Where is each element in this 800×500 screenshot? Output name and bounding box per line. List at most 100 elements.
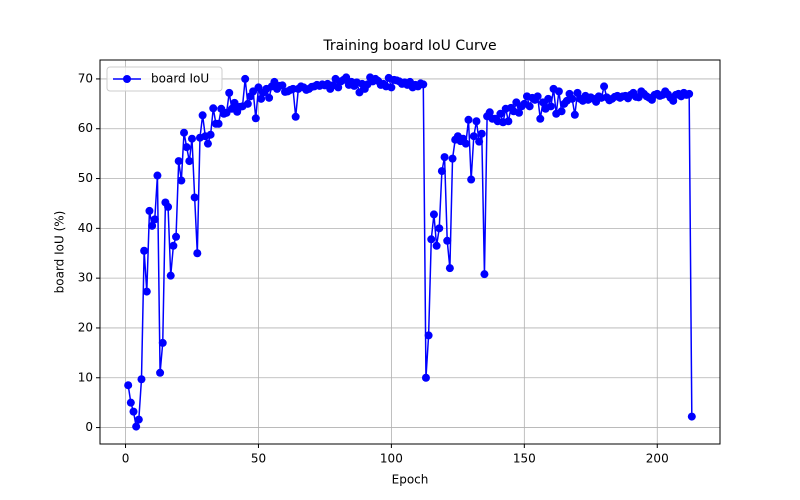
data-point xyxy=(477,129,486,138)
data-point xyxy=(148,221,157,230)
data-point xyxy=(174,157,183,166)
data-point xyxy=(464,115,473,124)
x-tick-label: 150 xyxy=(513,452,536,466)
y-tick-label: 30 xyxy=(78,271,93,285)
data-point xyxy=(193,249,202,258)
data-point xyxy=(291,112,300,121)
legend-label: board IoU xyxy=(151,72,209,86)
data-point xyxy=(387,83,396,92)
data-point xyxy=(448,154,457,163)
data-point xyxy=(475,137,484,146)
data-point xyxy=(669,96,678,105)
data-point xyxy=(214,119,223,128)
data-point xyxy=(342,73,351,82)
data-point xyxy=(496,109,505,118)
data-point xyxy=(134,415,143,424)
data-point xyxy=(132,422,141,431)
data-point xyxy=(177,176,186,185)
data-point xyxy=(164,202,173,211)
data-point xyxy=(150,215,159,224)
data-point xyxy=(536,114,545,123)
data-point xyxy=(485,108,494,117)
data-point xyxy=(568,94,577,103)
data-point xyxy=(187,134,196,143)
data-point xyxy=(432,241,441,250)
data-point xyxy=(142,287,151,296)
data-point xyxy=(515,108,524,117)
data-point xyxy=(687,412,696,421)
data-point xyxy=(243,99,252,108)
data-point xyxy=(156,368,165,377)
data-point xyxy=(685,89,694,98)
data-point xyxy=(533,92,542,101)
data-point xyxy=(172,232,181,241)
y-tick-label: 10 xyxy=(78,370,93,384)
x-tick-label: 0 xyxy=(122,452,130,466)
data-point xyxy=(209,104,218,113)
y-tick-label: 20 xyxy=(78,320,93,334)
legend-box xyxy=(106,66,223,92)
data-point xyxy=(424,331,433,340)
data-point xyxy=(525,102,534,111)
data-point xyxy=(190,193,199,202)
legend-marker xyxy=(123,75,131,83)
y-tick-label: 60 xyxy=(78,121,93,135)
data-point xyxy=(278,81,287,90)
data-point xyxy=(600,82,609,91)
data-point xyxy=(469,132,478,141)
data-point xyxy=(546,102,555,111)
data-point xyxy=(480,270,489,279)
data-point xyxy=(198,111,207,120)
data-point xyxy=(158,338,167,347)
data-point xyxy=(225,88,234,97)
data-point xyxy=(140,246,149,255)
data-point xyxy=(443,236,452,245)
data-point xyxy=(124,381,133,390)
x-tick-label: 50 xyxy=(251,452,266,466)
data-point xyxy=(166,271,175,280)
x-tick-label: 200 xyxy=(646,452,669,466)
chart-title: Training board IoU Curve xyxy=(322,38,496,54)
data-point xyxy=(573,88,582,97)
data-point xyxy=(429,210,438,219)
data-point xyxy=(185,157,194,166)
x-axis-label: Epoch xyxy=(392,473,429,487)
data-point xyxy=(544,94,553,103)
data-point xyxy=(435,224,444,233)
data-point xyxy=(254,83,263,92)
data-point xyxy=(554,87,563,96)
data-point xyxy=(440,153,449,162)
data-point xyxy=(251,114,260,123)
data-point xyxy=(570,110,579,119)
data-point xyxy=(241,74,250,83)
data-point xyxy=(182,143,191,152)
data-point xyxy=(129,407,138,416)
data-point xyxy=(265,93,274,102)
y-axis-label: board IoU (%) xyxy=(53,211,67,294)
x-tick-label: 100 xyxy=(380,452,403,466)
y-tick-label: 40 xyxy=(78,221,93,235)
data-point xyxy=(427,235,436,244)
data-point xyxy=(257,94,266,103)
data-point xyxy=(126,398,135,407)
plot-frame xyxy=(99,59,721,445)
data-point xyxy=(180,128,189,137)
data-point xyxy=(206,130,215,139)
data-point xyxy=(419,80,428,89)
data-point xyxy=(169,241,178,250)
data-point xyxy=(461,139,470,148)
data-point xyxy=(203,139,212,148)
data-point xyxy=(334,83,343,92)
data-point xyxy=(504,117,513,126)
data-point xyxy=(472,117,481,126)
data-point xyxy=(137,375,146,384)
data-point xyxy=(557,107,566,116)
y-tick-label: 0 xyxy=(85,420,93,434)
data-point xyxy=(467,175,476,184)
y-tick-label: 50 xyxy=(78,171,93,185)
y-tick-label: 70 xyxy=(78,71,93,85)
data-point xyxy=(153,171,162,180)
data-point xyxy=(437,167,446,176)
data-point xyxy=(145,206,154,215)
